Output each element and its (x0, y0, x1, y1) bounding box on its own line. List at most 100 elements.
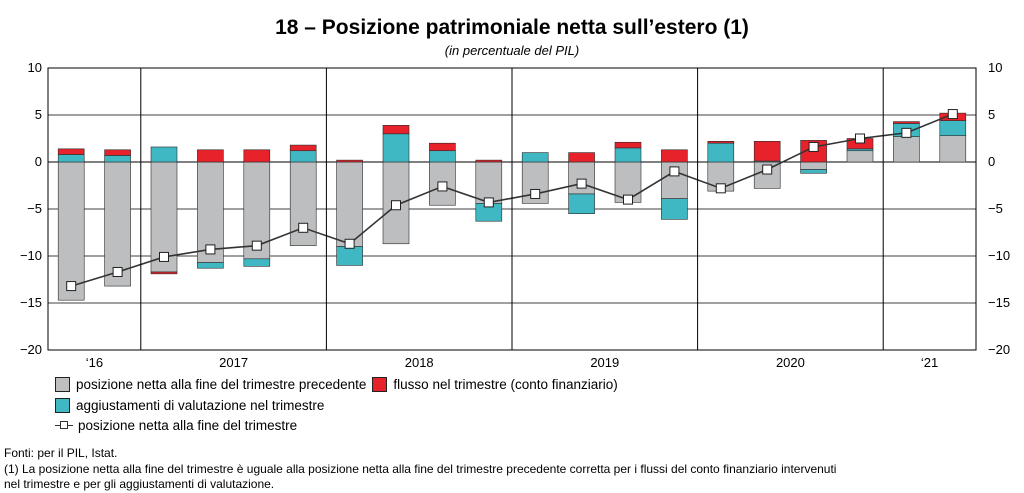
plot-frame (47, 67, 977, 351)
y-tick-label-right: 10 (988, 60, 1002, 75)
data-point-end-position (901, 127, 912, 138)
bar-segment (568, 161, 595, 195)
bar-segment (382, 133, 410, 163)
bar-segment (57, 161, 85, 301)
legend-row-2: aggiustamenti di valutazione nel trimest… (55, 398, 324, 413)
bar-segment (800, 169, 827, 174)
chart-title: 18 – Posizione patrimoniale netta sull’e… (275, 16, 749, 39)
bar-segment (336, 246, 363, 266)
legend-label-flow: flusso nel trimestre (conto finanziario) (393, 377, 618, 392)
x-tick-label: 2017 (219, 355, 248, 370)
legend-label-prev-position: posizione netta alla fine del trimestre … (76, 377, 367, 392)
bar-segment (707, 141, 735, 144)
legend-label-valuation: aggiustamenti di valutazione nel trimest… (76, 398, 325, 413)
bar-segment (893, 121, 920, 124)
bar-segment (614, 141, 642, 149)
legend-row-3: posizione netta alla fine del trimestre (55, 418, 297, 433)
legend-swatch-flow (372, 377, 388, 392)
data-point-end-position (669, 166, 680, 177)
bar-segment (57, 148, 85, 155)
bar-segment (104, 155, 131, 163)
y-tick-label-right: 5 (988, 107, 995, 122)
bar-segment (104, 161, 131, 287)
bar-segment (289, 144, 317, 152)
bar-segment (753, 161, 781, 189)
bar-segment (243, 258, 271, 267)
bar-segment (336, 159, 363, 163)
sources-note: Fonti: per il PIL, Istat. (4, 446, 118, 460)
data-point-end-position (437, 181, 448, 192)
bar-segment (661, 149, 688, 163)
data-point-end-position (205, 244, 216, 255)
bar-segment (197, 149, 224, 163)
legend-marker-end-position (55, 420, 73, 432)
bar-segment (289, 161, 317, 246)
data-point-end-position (623, 194, 633, 205)
y-tick-label-right: −15 (988, 295, 1010, 310)
chart-plot: 10 10 5 5 0 0 −5 −5 −10 −10 −15 −15 −20 −20 ‘16 2017 201… (20, 60, 1010, 370)
x-tick-label: ‘16 (86, 355, 103, 370)
bar-segment (893, 136, 920, 163)
bar-segment (661, 198, 688, 220)
y-tick-label-right: 0 (988, 154, 995, 169)
bar-segment (521, 152, 549, 163)
footnote-line-2: nel trimestre e per gli aggiustamenti di… (4, 477, 275, 491)
bar-segment (243, 149, 271, 163)
bar-segment (707, 142, 735, 163)
data-point-end-position (762, 164, 773, 175)
data-point-end-position (66, 281, 77, 292)
bar-segment (289, 150, 317, 163)
bar-segment (150, 271, 178, 275)
bar-segment (846, 150, 874, 163)
bar-segment (150, 146, 178, 163)
data-point-end-position (576, 178, 587, 189)
bar-segment (568, 152, 595, 163)
data-point-end-position (530, 188, 541, 199)
bar-segment (568, 193, 595, 215)
data-point-end-position (391, 200, 401, 211)
y-tick-label-left: 10 (28, 60, 42, 75)
x-tick-label: 2020 (776, 355, 805, 370)
bar-segment (475, 161, 503, 204)
bar-segment (104, 149, 131, 156)
bar-segment (475, 159, 503, 163)
bar-segment (382, 125, 410, 135)
bar-segment (939, 120, 967, 136)
data-point-end-position (855, 133, 865, 144)
chart-subtitle: (in percentuale del PIL) (444, 43, 580, 58)
bar-segment (57, 154, 85, 163)
y-tick-label-left: 0 (35, 154, 42, 169)
footnote-line-1: (1) La posizione netta alla fine del tri… (4, 462, 837, 476)
legend-row-1: posizione netta alla fine del trimestre … (55, 377, 618, 392)
y-tick-label-left: 5 (35, 107, 42, 122)
y-tick-label-left: −15 (20, 295, 42, 310)
y-tick-label-left: −20 (20, 342, 42, 357)
data-point-end-position (251, 240, 262, 251)
y-tick-label-right: −20 (988, 342, 1010, 357)
legend-swatch-prev-position (55, 377, 70, 392)
y-tick-label-right: −5 (988, 201, 1003, 216)
y-tick-label-left: −5 (27, 201, 42, 216)
legend-swatch-valuation (55, 398, 70, 413)
bar-segment (429, 142, 456, 152)
y-tick-label-right: −10 (988, 248, 1010, 263)
bar-segment (429, 150, 456, 163)
data-point-end-position (344, 238, 355, 249)
x-tick-label: 2019 (590, 355, 619, 370)
data-point-end-position (715, 183, 726, 194)
legend-label-end-position: posizione netta alla fine del trimestre (78, 418, 298, 433)
bar-segment (336, 161, 363, 247)
data-point-end-position (483, 197, 494, 208)
bar-segment (197, 262, 224, 269)
bar-segment (753, 141, 781, 162)
bar-segment (800, 161, 827, 170)
x-tick-label: 2018 (405, 355, 434, 370)
data-point-end-position (159, 251, 169, 262)
data-point-end-position (808, 141, 819, 152)
x-tick-label: ‘21 (921, 355, 938, 370)
bar-segment (614, 147, 642, 163)
y-tick-label-left: −10 (20, 248, 42, 263)
data-point-end-position (112, 266, 123, 277)
data-point-end-position (947, 109, 958, 120)
bar-segment (939, 135, 967, 163)
